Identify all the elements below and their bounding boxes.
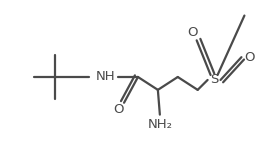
Text: O: O <box>188 26 198 39</box>
Text: O: O <box>244 51 255 64</box>
Text: S: S <box>210 73 219 86</box>
Text: O: O <box>113 103 123 116</box>
Text: NH: NH <box>95 71 115 83</box>
Text: NH₂: NH₂ <box>147 118 172 131</box>
